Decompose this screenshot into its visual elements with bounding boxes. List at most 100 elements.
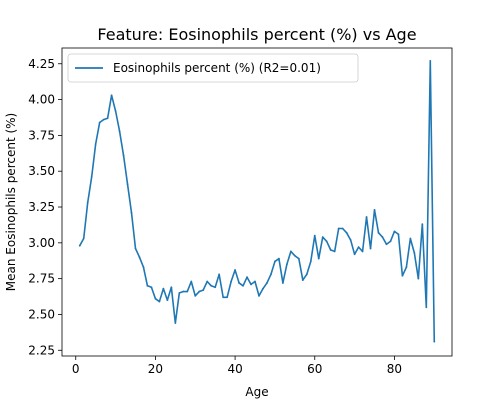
data-point	[349, 239, 352, 241]
data-point	[254, 280, 256, 283]
data-point	[281, 282, 284, 284]
data-point	[214, 286, 217, 289]
data-point	[274, 260, 276, 263]
data-point	[182, 290, 185, 293]
x-tick-label: 80	[387, 362, 402, 376]
data-point	[170, 286, 173, 289]
x-axis: 0 20 40 60 80	[72, 356, 402, 376]
y-tick-label: 3.75	[28, 128, 55, 142]
data-point	[238, 282, 240, 284]
data-point	[206, 280, 209, 283]
data-point	[166, 299, 169, 302]
data-point	[90, 176, 93, 178]
data-point	[345, 231, 348, 234]
y-axis-label: Mean Eosinophils percent (%)	[4, 113, 18, 291]
series-line	[79, 60, 436, 342]
data-point	[78, 244, 81, 247]
data-point	[82, 237, 85, 240]
data-point	[198, 290, 201, 293]
data-point	[150, 286, 153, 289]
data-point	[154, 297, 157, 300]
y-tick-label: 2.25	[28, 343, 55, 357]
data-point	[262, 287, 264, 290]
data-point	[114, 110, 117, 112]
data-point	[305, 273, 308, 276]
y-tick-label: 4.00	[28, 93, 55, 107]
data-point	[130, 211, 133, 214]
y-tick-label: 2.50	[28, 307, 55, 321]
x-tick-label: 40	[227, 362, 242, 376]
data-point	[246, 276, 248, 279]
data-point	[258, 294, 260, 297]
data-point	[126, 183, 129, 185]
data-point	[313, 234, 316, 237]
data-point	[122, 154, 125, 157]
data-point	[250, 283, 252, 286]
data-point	[174, 322, 177, 324]
data-point	[381, 236, 384, 239]
x-axis-label: Age	[245, 385, 268, 399]
data-point	[234, 269, 236, 271]
data-point	[289, 250, 292, 253]
plot-area: 0 20 40 60 80 2.25 2.50 2.75 3.00 3.25 3.50 3.75 4.…	[28, 47, 453, 376]
data-point	[397, 233, 400, 236]
data-point	[369, 247, 372, 250]
data-point	[433, 340, 436, 343]
data-point	[389, 240, 392, 243]
data-point	[373, 208, 376, 211]
data-point	[242, 284, 244, 287]
data-point	[106, 117, 109, 120]
data-point	[385, 243, 388, 246]
data-point	[329, 249, 332, 251]
data-point	[266, 282, 268, 284]
data-point	[278, 257, 280, 260]
chart-title: Feature: Eosinophils percent (%) vs Age	[97, 25, 416, 44]
x-tick-label: 20	[148, 362, 163, 376]
x-tick-label: 0	[72, 362, 80, 376]
data-point	[333, 250, 336, 253]
data-point	[110, 94, 113, 97]
data-point	[134, 247, 137, 250]
data-point	[222, 296, 225, 299]
legend-label: Eosinophils percent (%) (R2=0.01)	[113, 61, 321, 75]
data-point	[421, 223, 424, 226]
data-point	[353, 253, 356, 256]
data-point	[285, 263, 288, 266]
data-point	[118, 130, 121, 132]
series-layer	[78, 59, 436, 343]
data-point	[357, 246, 360, 249]
data-point	[301, 279, 304, 281]
data-point	[98, 121, 101, 124]
y-tick-label: 3.25	[28, 200, 55, 214]
data-point	[186, 290, 189, 293]
data-point	[210, 284, 213, 287]
data-point	[293, 254, 296, 257]
data-point	[365, 216, 368, 218]
y-axis: 2.25 2.50 2.75 3.00 3.25 3.50 3.75 4.00 4.25	[28, 57, 62, 357]
data-point	[417, 277, 420, 280]
data-point	[341, 227, 344, 230]
data-point	[202, 289, 205, 291]
data-point	[102, 118, 105, 121]
data-point	[297, 257, 300, 260]
data-point	[190, 280, 193, 283]
y-tick-label: 3.00	[28, 236, 55, 250]
data-point	[317, 257, 320, 260]
data-point	[162, 287, 165, 290]
data-point	[138, 256, 141, 259]
x-tick-label: 60	[307, 362, 322, 376]
data-point	[405, 266, 408, 269]
data-point	[337, 227, 340, 230]
data-point	[409, 237, 412, 240]
data-point	[94, 143, 97, 145]
data-point	[425, 306, 428, 309]
axes-frame	[61, 47, 453, 357]
data-point	[194, 294, 197, 297]
data-point	[230, 280, 233, 283]
data-point	[401, 274, 404, 277]
data-point	[226, 296, 229, 299]
data-point	[377, 231, 380, 234]
data-point	[218, 273, 221, 276]
data-point	[361, 250, 364, 253]
